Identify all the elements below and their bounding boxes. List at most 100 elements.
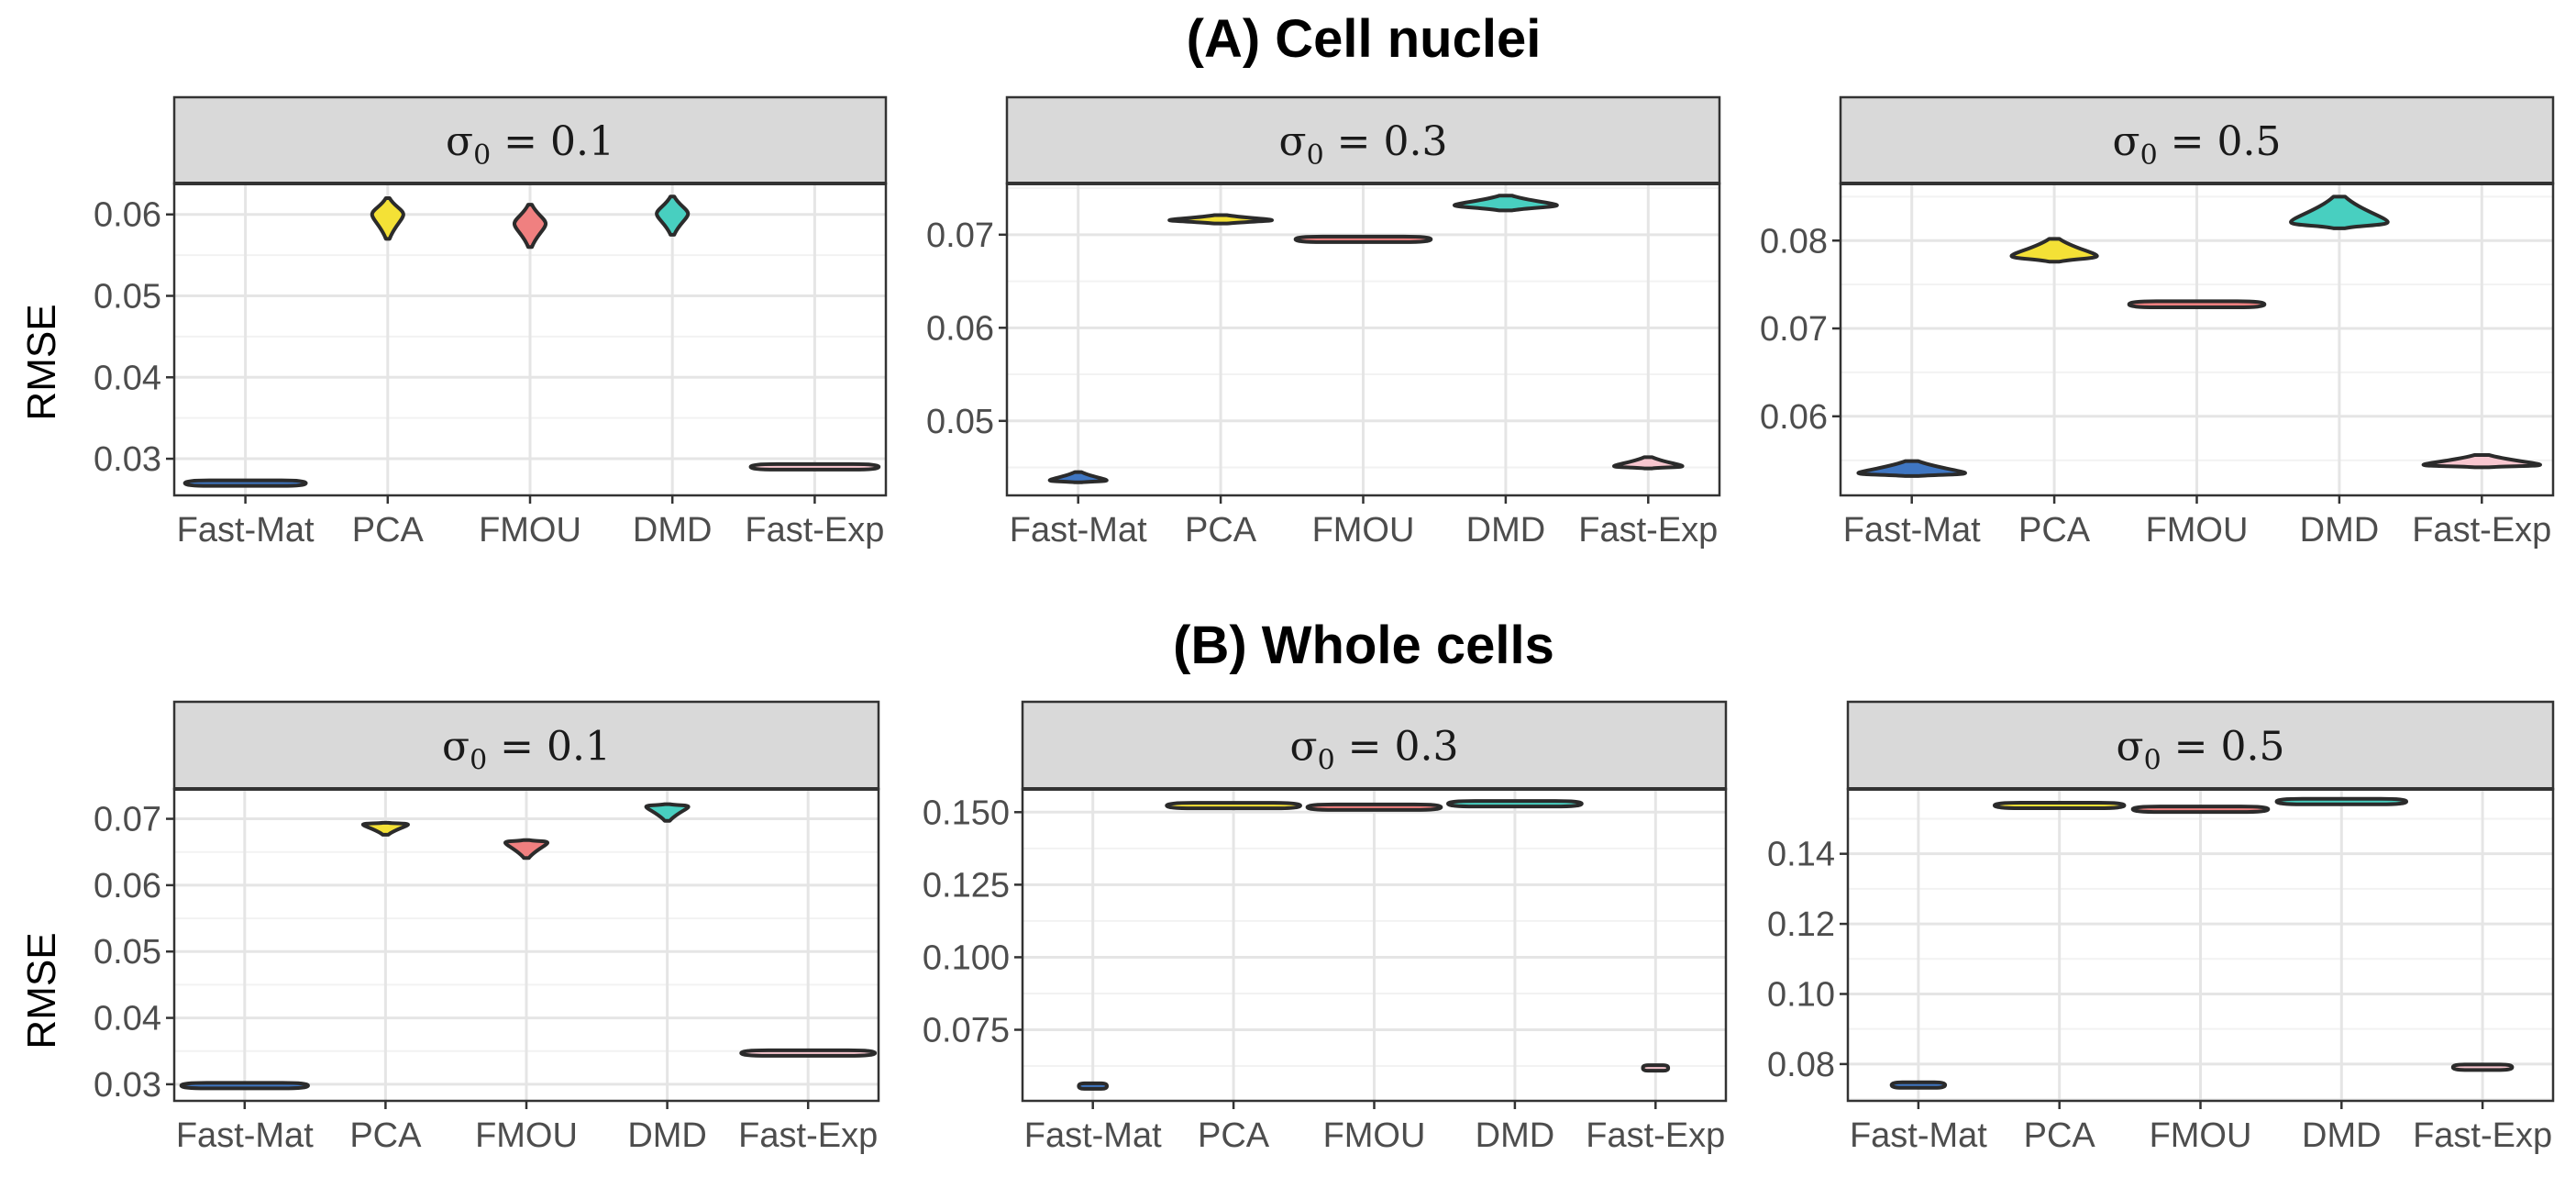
violin-fmou (512, 203, 548, 250)
violin-pca (1992, 800, 2127, 810)
violin-fast-exp (1612, 455, 1685, 471)
strip-subscript: 0 (1307, 139, 1324, 172)
x-tick-label: Fast-Exp (1586, 1116, 1725, 1155)
section-title-whole-cells: (B) Whole cells (1173, 616, 1554, 675)
x-tick-label: FMOU (1312, 511, 1415, 550)
y-tick-label: 0.05 (94, 933, 161, 972)
y-tick-label: 0.07 (1760, 310, 1828, 349)
strip-value: = 0.1 (491, 118, 614, 165)
x-tick-label: Fast-Mat (1010, 511, 1147, 550)
violin-pca (2009, 237, 2099, 264)
violin-fast-exp (1641, 1063, 1671, 1073)
x-tick-label: PCA (1198, 1116, 1270, 1155)
violin-fast-exp (2450, 1062, 2515, 1072)
violin-pca (1165, 801, 1302, 811)
strip-symbol: σ (1290, 724, 1318, 771)
facet-strip-label: σ0 = 0.5 (2113, 118, 2282, 172)
x-tick-label: Fast-Mat (176, 1116, 314, 1155)
y-tick-label: 0.125 (923, 866, 1010, 905)
strip-value: = 0.3 (1324, 118, 1448, 165)
strip-subscript: 0 (473, 139, 491, 172)
y-tick-label: 0.150 (923, 794, 1010, 832)
panel-whole-cells-1: σ0 = 0.1 0.03 0.04 0.05 0.06 0.07 Fast-Mat PCA F… (94, 700, 880, 1155)
violin-fast-mat (182, 478, 308, 488)
violin-fast-exp (739, 1048, 878, 1058)
y-axis-label-whole-cells: RMSE (19, 932, 64, 1049)
violin-fmou (1293, 234, 1433, 244)
x-tick-label: Fast-Exp (2413, 1116, 2552, 1155)
x-tick-label: PCA (349, 1116, 422, 1155)
x-tick-label: DMD (1476, 1116, 1555, 1155)
x-tick-label: FMOU (479, 511, 581, 550)
x-tick-label: DMD (1466, 511, 1546, 550)
y-tick-label: 0.04 (94, 1000, 161, 1038)
y-tick-label: 0.075 (923, 1012, 1010, 1050)
y-tick-label: 0.05 (926, 403, 994, 441)
violin-dmd (1446, 799, 1584, 809)
panel-cell-nuclei-2: σ0 = 0.3 0.05 0.06 0.07 Fast-Mat PCA FMOU DMD Fa… (926, 95, 1721, 550)
strip-value: = 0.3 (1335, 724, 1459, 771)
x-tick-label: FMOU (2150, 1116, 2252, 1155)
x-tick-label: PCA (1185, 511, 1257, 550)
panel-cell-nuclei-3: σ0 = 0.5 0.06 0.07 0.08 Fast-Mat PCA FMOU DMD Fa… (1760, 95, 2555, 550)
violin-fmou (2127, 299, 2267, 310)
y-tick-label: 0.100 (923, 938, 1010, 977)
x-tick-label: PCA (2018, 511, 2091, 550)
strip-symbol: σ (1279, 118, 1307, 165)
violin-dmd (644, 802, 691, 823)
violin-pca (1167, 213, 1275, 226)
violin-fmou (503, 838, 550, 861)
facet-strip-label: σ0 = 0.3 (1290, 724, 1459, 777)
facet-strip (172, 700, 880, 791)
violin-fast-mat (179, 1081, 310, 1091)
facet-strip-label: σ0 = 0.1 (446, 118, 614, 172)
y-tick-label: 0.08 (1760, 222, 1828, 261)
y-tick-label: 0.07 (94, 801, 161, 839)
violin-dmd (1452, 194, 1559, 213)
facet-strip (1021, 700, 1728, 791)
strip-subscript: 0 (2144, 745, 2161, 777)
x-tick-label: Fast-Mat (1843, 511, 1981, 550)
strip-symbol: σ (2117, 724, 2144, 771)
violin-fast-mat (1047, 470, 1109, 484)
strip-symbol: σ (442, 724, 470, 771)
panel-whole-cells-2: σ0 = 0.3 0.075 0.100 0.125 0.150 Fast-Mat PCA F… (923, 700, 1728, 1155)
x-tick-label: FMOU (1323, 1116, 1426, 1155)
x-tick-label: Fast-Exp (2412, 511, 2551, 550)
y-tick-label: 0.03 (94, 1066, 161, 1105)
violin-fmou (2130, 805, 2271, 815)
violin-fast-mat (1889, 1080, 1948, 1090)
violin-fast-exp (2421, 452, 2543, 470)
section-title-cell-nuclei: (A) Cell nuclei (1187, 9, 1542, 69)
violin-dmd (655, 194, 691, 237)
y-tick-label: 0.06 (94, 867, 161, 905)
strip-subscript: 0 (470, 745, 487, 777)
y-tick-label: 0.10 (1767, 975, 1835, 1014)
facet-strip-label: σ0 = 0.5 (2117, 724, 2285, 777)
y-tick-label: 0.12 (1767, 905, 1835, 944)
x-tick-label: Fast-Exp (738, 1116, 878, 1155)
strip-subscript: 0 (1318, 745, 1335, 777)
strip-value: = 0.5 (2158, 118, 2282, 165)
y-tick-label: 0.05 (94, 278, 161, 316)
violin-fast-exp (748, 461, 881, 472)
strip-subscript: 0 (2140, 139, 2158, 172)
x-tick-label: FMOU (475, 1116, 578, 1155)
y-tick-label: 0.06 (94, 196, 161, 235)
panel-whole-cells-3: σ0 = 0.5 0.08 0.10 0.12 0.14 Fast-Mat PCA FMOU D… (1767, 700, 2555, 1155)
y-tick-label: 0.07 (926, 217, 994, 255)
facet-strip (172, 95, 888, 185)
violin-pca (370, 195, 405, 241)
x-tick-label: Fast-Exp (745, 511, 884, 550)
violin-dmd (2274, 796, 2409, 806)
strip-symbol: σ (446, 118, 473, 165)
x-tick-label: DMD (633, 511, 713, 550)
violin-fmou (1305, 802, 1443, 812)
strip-symbol: σ (2113, 118, 2140, 165)
x-tick-label: DMD (2300, 511, 2380, 550)
panel-cell-nuclei-1: σ0 = 0.1 0.03 0.04 0.05 0.06 Fast-Mat PCA FMOU D… (94, 95, 888, 550)
facet-strip-label: σ0 = 0.1 (442, 724, 611, 777)
facet-strip-label: σ0 = 0.3 (1279, 118, 1448, 172)
